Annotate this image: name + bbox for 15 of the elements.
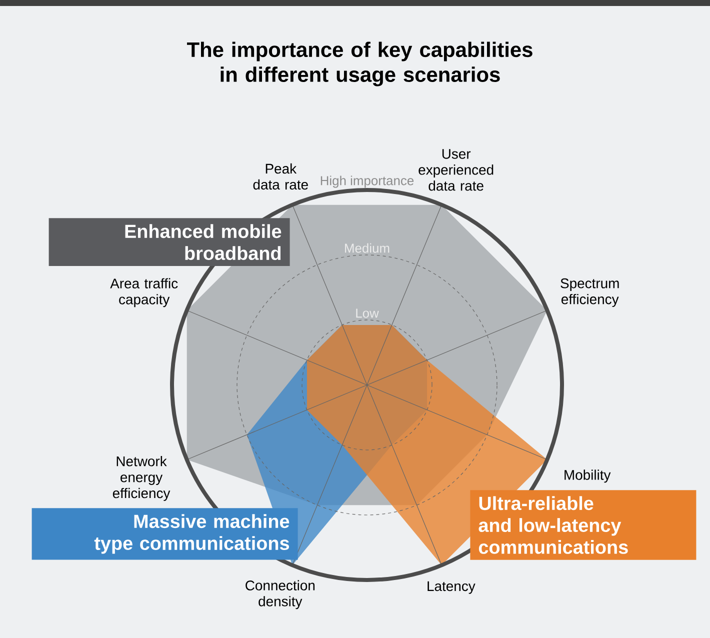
spoke-label: Area traffic capacity — [110, 278, 178, 308]
spoke-label: User experienced data rate — [418, 149, 494, 191]
spoke-label: Connection density — [246, 580, 315, 610]
spoke-label: Spectrum efficiency — [560, 278, 619, 307]
series-label: Ultra-reliable and low-latency communications — [478, 496, 628, 554]
series-label: Enhanced mobile broadband — [125, 224, 282, 260]
spoke-label: Peak data rate — [253, 163, 308, 190]
y-tick-label: Medium — [345, 243, 390, 253]
spoke-label: Latency — [428, 581, 476, 594]
y-tick-label: High importance — [320, 176, 414, 188]
series-label: Massive machine type communications — [94, 514, 290, 554]
y-tick-label: Low — [356, 308, 379, 318]
spoke-label: Network energy efficiency — [112, 456, 170, 501]
spoke-label: Mobility — [564, 470, 611, 483]
chart-title: The importance of key capabilities in different usage scenarios — [187, 42, 532, 86]
